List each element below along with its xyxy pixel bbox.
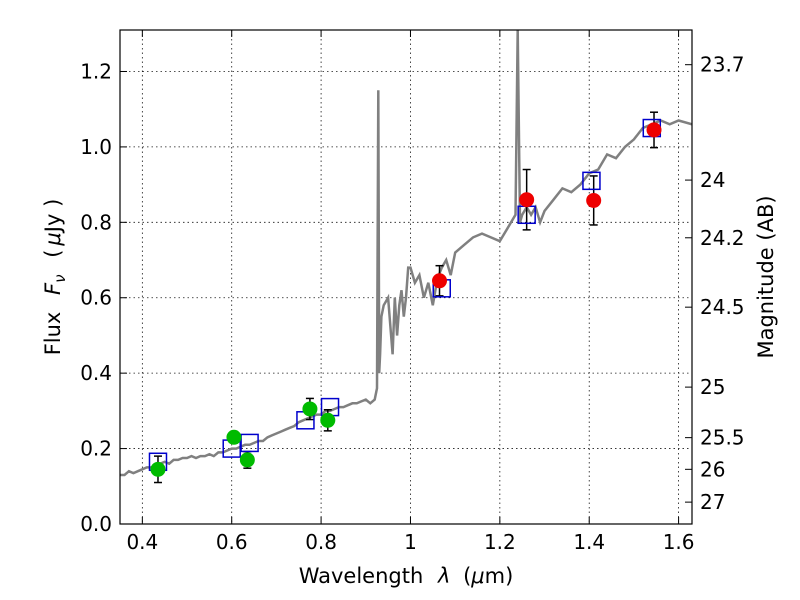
x-axis-label: Wavelength λ (μm) <box>299 564 514 588</box>
model-photometry-square <box>240 433 259 453</box>
observed-photometry-point <box>150 461 166 477</box>
plot-clipped <box>120 30 692 484</box>
plot-frame <box>119 29 693 525</box>
model-photometry-square <box>582 171 601 191</box>
y-axis-label: Flux Fν (μJy ) <box>41 199 70 356</box>
observed-photometry-point <box>586 192 602 208</box>
mag-tick-label: 27 <box>700 490 725 514</box>
observed-photometry-point <box>320 412 336 428</box>
y-tick-label: 1.2 <box>80 59 112 83</box>
x-tick-label: 1.4 <box>573 530 605 554</box>
observed-photometry-point <box>302 401 318 417</box>
y-tick-label: 0.6 <box>80 286 112 310</box>
model-spectrum-line <box>120 30 692 477</box>
mag-tick-label: 25.5 <box>700 426 745 450</box>
y-tick-label: 0.0 <box>80 512 112 536</box>
observed-photometry-point <box>432 273 448 289</box>
x-tick-label: 0.4 <box>126 530 158 554</box>
x-tick-label: 1.2 <box>484 530 516 554</box>
mag-tick-label: 26 <box>700 457 725 481</box>
mag-tick-label: 24.5 <box>700 295 745 319</box>
axis-ticks: 0.4 0.6 0.8 1 1.2 1.4 1.6 0.0 0.2 0.4 0.6 0.8 1.0 1.2… <box>80 30 745 554</box>
observed-photometry-point <box>646 122 662 138</box>
observed-photometry-point <box>239 452 255 468</box>
y-tick-label: 0.2 <box>80 437 112 461</box>
observed-photometry-point <box>226 429 242 445</box>
y-tick-label: 0.8 <box>80 210 112 234</box>
x-tick-label: 1.6 <box>663 530 695 554</box>
grid-lines <box>120 30 692 525</box>
mag-tick-label: 24 <box>700 168 725 192</box>
observed-photometry-point <box>519 192 535 208</box>
mag-tick-label: 25 <box>700 375 725 399</box>
y2-axis-label: Magnitude (AB) <box>754 195 778 358</box>
x-tick-label: 0.6 <box>216 530 248 554</box>
mag-tick-label: 24.2 <box>700 226 745 250</box>
y-tick-label: 1.0 <box>80 135 112 159</box>
mag-tick-label: 23.7 <box>700 53 745 77</box>
plot-area <box>120 30 692 484</box>
x-tick-label: 1 <box>404 530 417 554</box>
x-tick-label: 0.8 <box>305 530 337 554</box>
y-tick-label: 0.4 <box>80 361 112 385</box>
